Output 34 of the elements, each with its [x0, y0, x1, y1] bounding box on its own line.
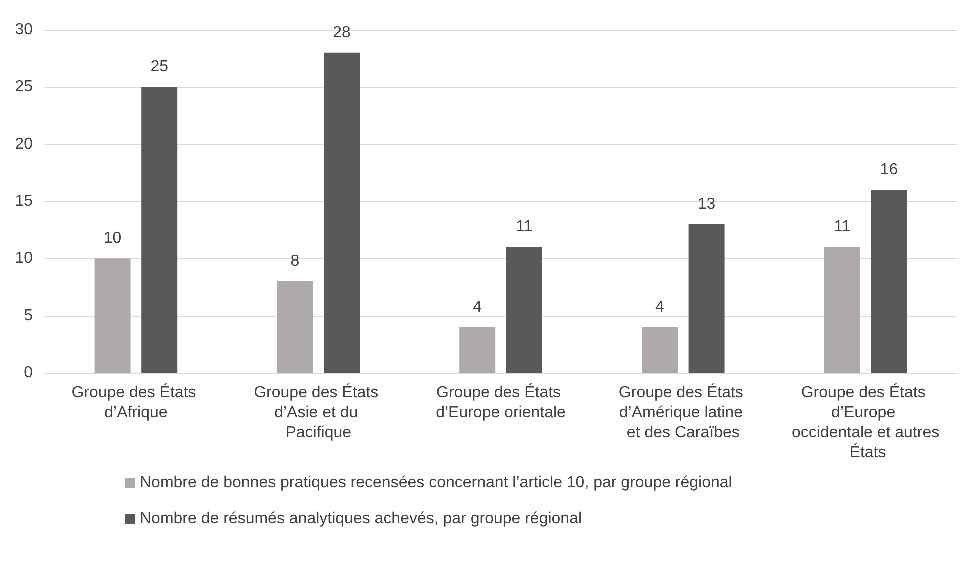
x-tick-label: Groupe des États d’Europe orientale	[436, 384, 566, 422]
x-tick-label: Groupe des États d’Afrique	[72, 384, 201, 422]
legend-label: Nombre de résumés analytiques achevés, par groupe régional	[140, 510, 582, 528]
data-label: 8	[290, 253, 300, 270]
data-label: 10	[104, 230, 122, 248]
data-label: 13	[698, 196, 716, 213]
data-label: 11	[834, 218, 851, 236]
bar	[506, 247, 542, 373]
y-tick-label: 15	[15, 193, 34, 210]
bar	[460, 327, 496, 373]
bar	[688, 224, 725, 373]
y-tick-label: 25	[15, 78, 34, 96]
y-tick-label: 5	[24, 307, 34, 324]
data-label: 4	[656, 298, 665, 316]
y-tick-label: 0	[24, 364, 34, 382]
y-tick-label: 20	[15, 136, 34, 153]
bar	[824, 247, 860, 373]
legend-label: Nombre de bonnes pratiques recensées concernant l’article 10, par groupe régional	[140, 474, 732, 492]
y-tick-label: 30	[15, 22, 34, 38]
bar	[277, 282, 314, 373]
x-tick-label: Groupe des États d’Europe occidentale et autres États	[792, 384, 940, 462]
bar	[94, 258, 131, 373]
y-tick-label: 10	[15, 250, 34, 268]
x-tick-label: Groupe des États d’Asie et du Pacifique	[254, 384, 384, 442]
x-tick-label: Groupe des États d’Amérique latine et des Caraïbes	[618, 384, 748, 442]
data-label: 16	[880, 162, 898, 179]
bar	[642, 327, 678, 373]
bar	[142, 87, 178, 373]
bar	[871, 190, 908, 373]
data-label: 4	[473, 298, 482, 316]
data-label: 25	[150, 58, 169, 76]
bar	[324, 52, 360, 373]
data-label: 28	[333, 24, 351, 42]
data-label: 11	[516, 218, 533, 236]
